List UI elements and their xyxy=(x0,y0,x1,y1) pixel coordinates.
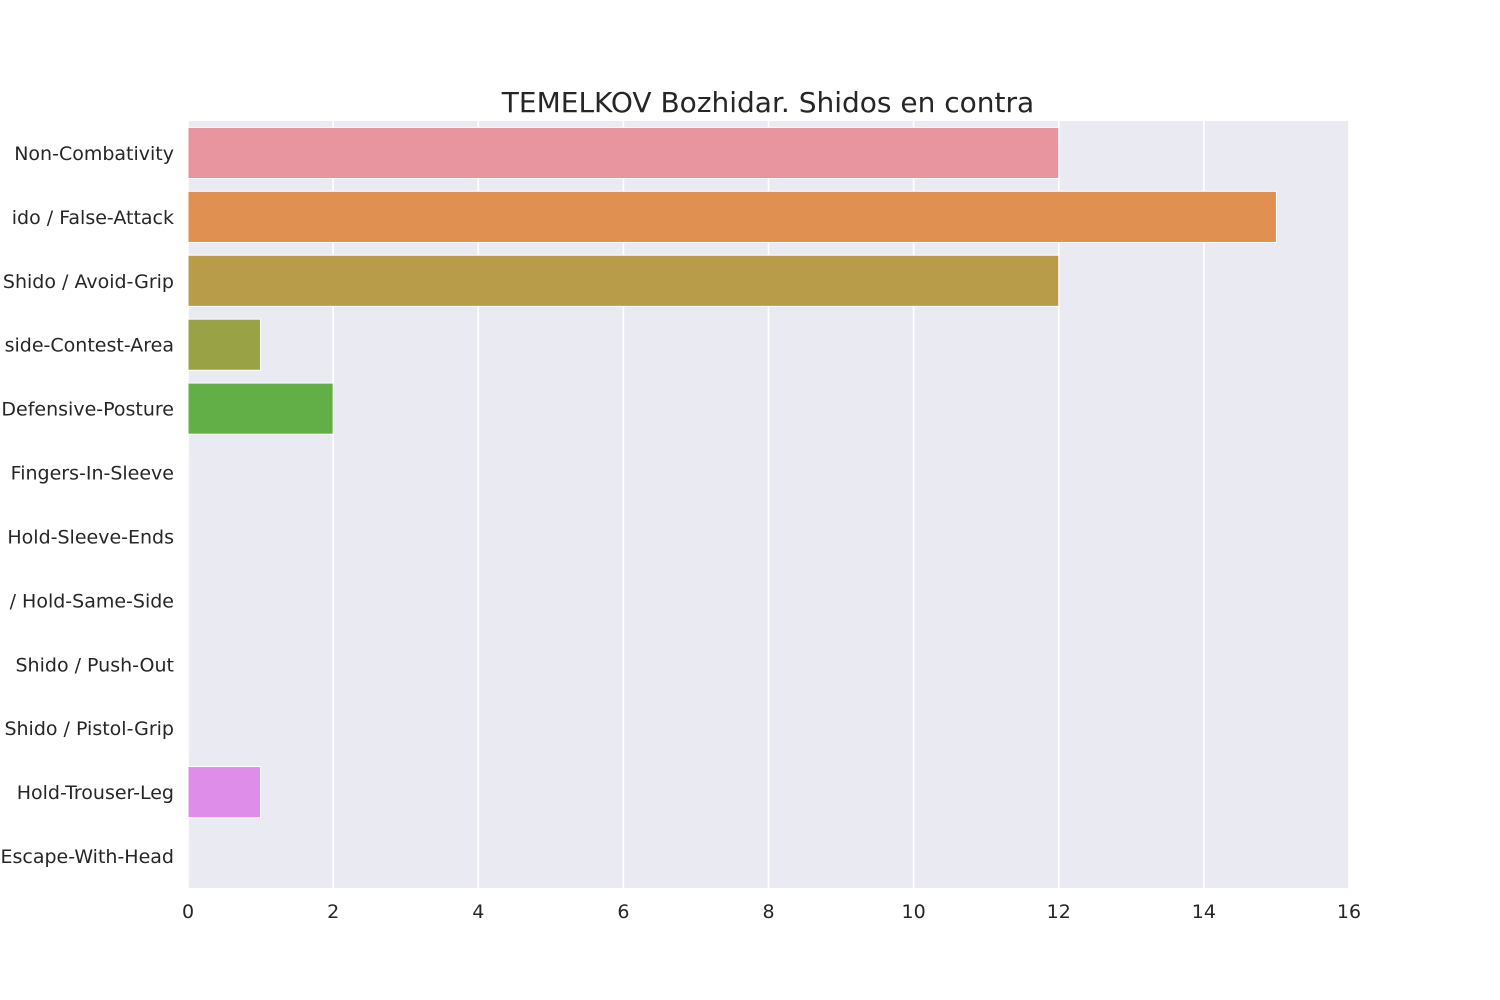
bar xyxy=(187,318,262,371)
y-tick-label: Hold-Sleeve-Ends xyxy=(7,526,174,548)
bar xyxy=(187,190,1277,243)
x-tick-label: 8 xyxy=(762,901,774,923)
y-tick-label: Fingers-In-Sleeve xyxy=(11,463,174,485)
y-tick-label: Shido / Pistol-Grip xyxy=(4,718,174,740)
x-tick-label: 0 xyxy=(182,901,194,923)
y-tick-label: ido / False-Attack xyxy=(12,207,174,229)
y-tick-label: Shido / Push-Out xyxy=(16,654,175,676)
chart-title: TEMELKOV Bozhidar. Shidos en contra xyxy=(501,86,1034,119)
x-tick-label: 14 xyxy=(1192,901,1216,923)
y-tick-label: / Hold-Same-Side xyxy=(10,590,174,612)
bar xyxy=(187,254,1060,307)
bars xyxy=(187,126,1277,819)
bar xyxy=(187,766,262,819)
bar xyxy=(187,382,334,435)
bar xyxy=(187,126,1060,180)
y-tick-label: Escape-With-Head xyxy=(0,846,174,868)
x-tick-label: 4 xyxy=(472,901,484,923)
x-tick-label: 6 xyxy=(617,901,629,923)
x-tick-label: 16 xyxy=(1337,901,1361,923)
y-tick-label: Non-Combativity xyxy=(14,143,174,165)
x-tick-label: 10 xyxy=(902,901,926,923)
y-tick-label: Defensive-Posture xyxy=(1,399,174,421)
y-tick-label: side-Contest-Area xyxy=(5,335,174,357)
x-tick-label: 2 xyxy=(327,901,339,923)
x-axis-tick-labels: 0 2 4 6 8 10 12 14 16 xyxy=(182,901,1361,923)
gridlines xyxy=(187,121,1350,888)
x-tick-label: 12 xyxy=(1047,901,1071,923)
y-tick-label: Shido / Avoid-Grip xyxy=(3,271,174,293)
y-axis-tick-labels: Non-Combativity ido / False-Attack Shido /… xyxy=(0,143,174,868)
y-tick-label: Hold-Trouser-Leg xyxy=(17,782,174,804)
